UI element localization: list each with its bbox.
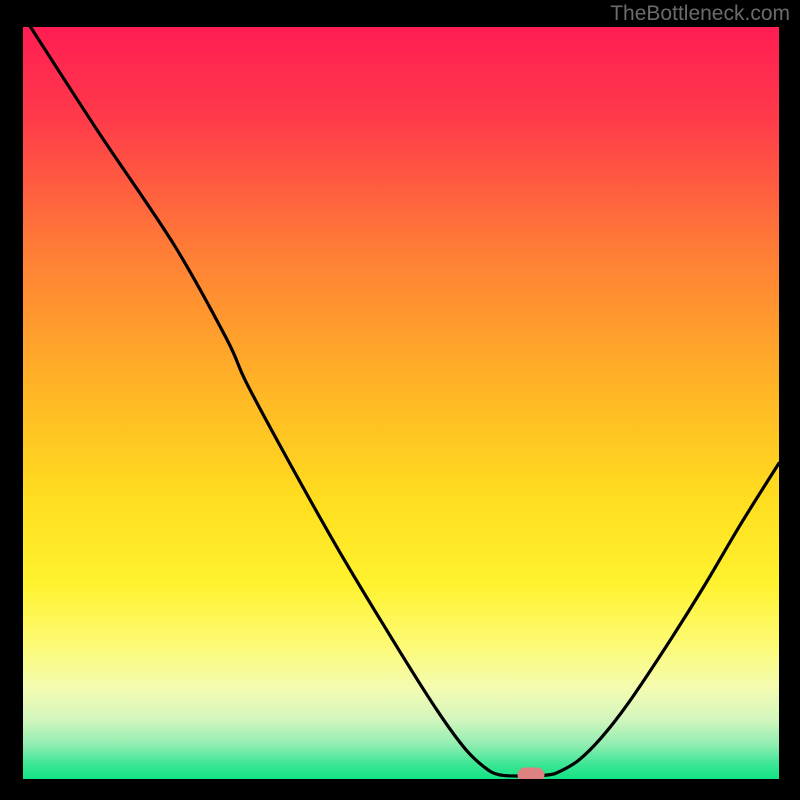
bottleneck-curve [23, 27, 779, 779]
watermark-text: TheBottleneck.com [610, 2, 790, 26]
optimum-marker [518, 767, 545, 779]
curve-path [31, 27, 779, 776]
plot-area [23, 27, 779, 779]
